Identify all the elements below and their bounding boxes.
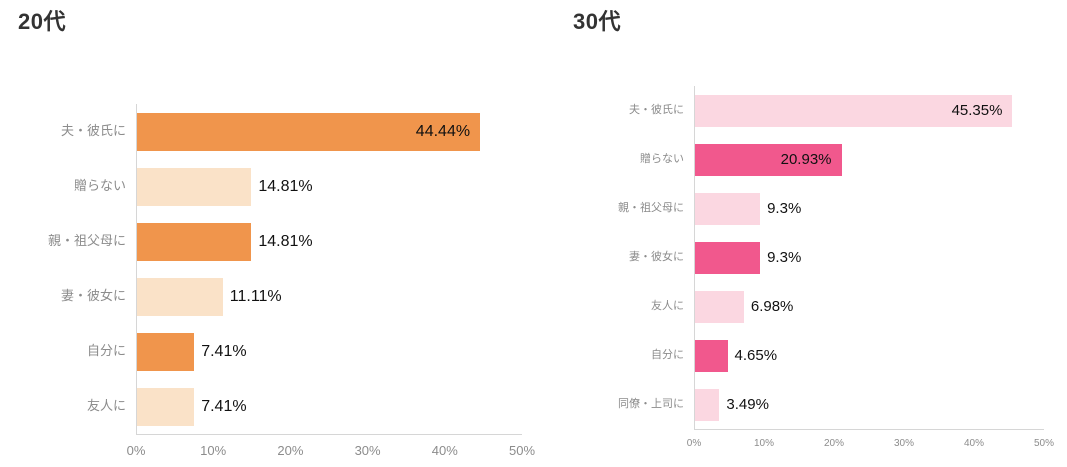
x-tick-label: 40% — [963, 438, 985, 449]
x-tick-label: 30% — [354, 443, 381, 458]
bar-row: 親・祖父母に 9.3% — [573, 184, 1045, 233]
bar — [137, 387, 195, 426]
category-label: 友人に — [651, 299, 684, 312]
bar — [695, 290, 744, 323]
value-label: 44.44% — [415, 122, 471, 140]
bar-row: 夫・彼氏に 44.44% — [18, 104, 523, 159]
bar-area: 6.98% — [694, 282, 1045, 331]
bar-area: 20.93% — [694, 135, 1045, 184]
bar-row: 同僚・上司に 3.49% — [573, 380, 1045, 429]
bar — [137, 277, 223, 316]
bar — [695, 388, 720, 421]
bar — [695, 241, 761, 274]
bar-area: 14.81% — [136, 159, 523, 214]
category-label: 親・祖父母に — [47, 233, 126, 249]
x-tick-label: 50% — [1033, 438, 1055, 449]
category-label: 夫・彼氏に — [629, 103, 684, 116]
bar-row: 贈らない 20.93% — [573, 135, 1045, 184]
chart-30s: 30代 夫・彼氏に 45.35% 贈らない 20.93% 親・祖父母に 9.3% 妻・彼女に… — [573, 4, 1054, 456]
rows: 夫・彼氏に 44.44% 贈らない 14.81% 親・祖父母に 14.81% 妻・彼女に 11… — [18, 104, 523, 434]
x-tick-label: 20% — [823, 438, 845, 449]
bar-area: 45.35% — [694, 86, 1045, 135]
bar-area: 4.65% — [694, 331, 1045, 380]
x-tick-label: 0% — [126, 443, 146, 458]
value-label: 9.3% — [767, 200, 802, 217]
value-label: 7.41% — [201, 342, 247, 360]
x-axis: 0% 10% 20% 30% 40% 50% — [127, 435, 535, 461]
value-label: 14.81% — [258, 177, 313, 195]
bar — [137, 167, 252, 206]
bar-area: 44.44% — [136, 104, 523, 159]
bar: 45.35% — [695, 94, 1013, 127]
bar-row: 妻・彼女に 9.3% — [573, 233, 1045, 282]
x-tick-label: 10% — [753, 438, 775, 449]
bar — [695, 339, 728, 372]
bar-row: 友人に 7.41% — [18, 379, 523, 434]
bar-area: 7.41% — [136, 324, 523, 379]
category-label: 親・祖父母に — [618, 201, 684, 214]
plot-area: 夫・彼氏に 44.44% 贈らない 14.81% 親・祖父母に 14.81% 妻・彼女に 11… — [18, 104, 535, 461]
value-label: 9.3% — [767, 249, 802, 266]
plot-area: 夫・彼氏に 45.35% 贈らない 20.93% 親・祖父母に 9.3% 妻・彼女に 9.3%… — [573, 86, 1054, 456]
x-tick-label: 40% — [431, 443, 458, 458]
bar-row: 自分に 4.65% — [573, 331, 1045, 380]
value-label: 20.93% — [780, 151, 832, 168]
bar-area: 11.11% — [136, 269, 523, 324]
chart-20s: 20代 夫・彼氏に 44.44% 贈らない 14.81% 親・祖父母に 14.81% 妻・彼… — [18, 4, 535, 461]
x-tick-label: 50% — [508, 443, 536, 458]
x-tick-label: 30% — [893, 438, 915, 449]
category-label: 妻・彼女に — [60, 288, 126, 304]
category-label: 友人に — [86, 398, 126, 414]
value-label: 7.41% — [201, 397, 247, 415]
x-axis-line — [136, 434, 522, 435]
category-label: 贈らない — [640, 152, 684, 165]
category-label: 贈らない — [73, 178, 126, 194]
value-label: 4.65% — [734, 347, 778, 364]
bar-row: 妻・彼女に 11.11% — [18, 269, 523, 324]
bar-row: 親・祖父母に 14.81% — [18, 214, 523, 269]
chart-title: 30代 — [573, 9, 621, 34]
bar-area: 3.49% — [694, 380, 1045, 429]
value-label: 6.98% — [750, 298, 794, 315]
bar-area: 14.81% — [136, 214, 523, 269]
chart-title: 20代 — [18, 9, 66, 34]
x-axis-line — [694, 429, 1044, 430]
category-label: 妻・彼女に — [629, 250, 684, 263]
x-axis: 0% 10% 20% 30% 40% 50% — [687, 430, 1054, 456]
bar-row: 夫・彼氏に 45.35% — [573, 86, 1045, 135]
category-label: 自分に — [651, 348, 684, 361]
bar-area: 9.3% — [694, 233, 1045, 282]
rows: 夫・彼氏に 45.35% 贈らない 20.93% 親・祖父母に 9.3% 妻・彼女に 9.3%… — [573, 86, 1045, 429]
bar-area: 7.41% — [136, 379, 523, 434]
category-label: 夫・彼氏に — [60, 123, 126, 139]
value-label: 14.81% — [258, 232, 313, 250]
bar-row: 自分に 7.41% — [18, 324, 523, 379]
value-label: 45.35% — [951, 102, 1003, 119]
bar — [695, 192, 761, 225]
category-label: 同僚・上司に — [618, 397, 684, 410]
bar-area: 9.3% — [694, 184, 1045, 233]
value-label: 3.49% — [726, 396, 769, 413]
x-tick-label: 20% — [277, 443, 304, 458]
category-label: 自分に — [86, 343, 126, 359]
value-label: 11.11% — [229, 287, 282, 305]
bar — [137, 332, 195, 371]
bar: 44.44% — [137, 112, 481, 151]
bar — [137, 222, 252, 261]
x-tick-label: 0% — [686, 438, 702, 449]
bar: 20.93% — [695, 143, 842, 176]
x-tick-label: 10% — [200, 443, 227, 458]
bar-row: 贈らない 14.81% — [18, 159, 523, 214]
bar-row: 友人に 6.98% — [573, 282, 1045, 331]
